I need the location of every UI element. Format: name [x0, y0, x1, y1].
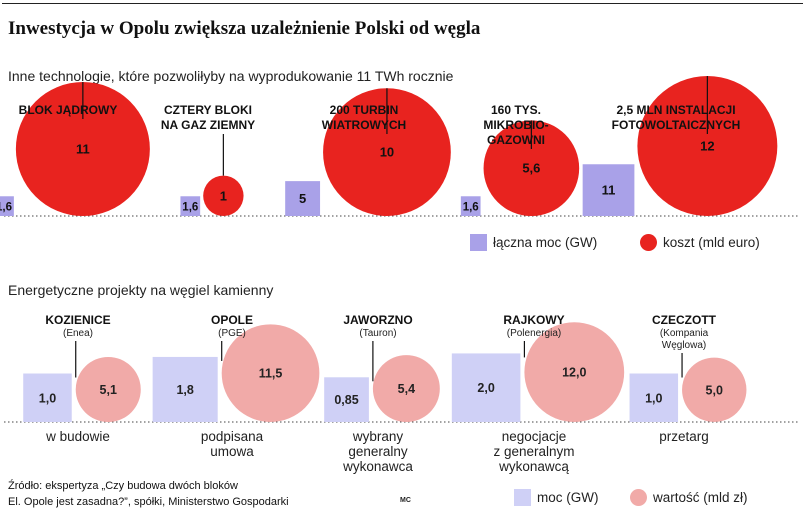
cost-label-1-4: 12: [700, 139, 714, 154]
legend-power1-label: łączna moc (GW): [493, 235, 598, 250]
power-label-1-4: 11: [602, 183, 616, 198]
project-company-2-0-0: (Enea): [63, 328, 93, 339]
power-square-2-4: [629, 373, 679, 422]
project-status-2-2-1: generalny: [348, 444, 408, 459]
category-label-1-3-2: GAZOWNI: [487, 133, 545, 147]
section2-heading: Energetyczne projekty na węgiel kamienny: [8, 282, 274, 298]
cost-label-1-0: 11: [76, 142, 90, 157]
section1-heading: Inne technologie, które pozwoliłyby na w…: [8, 68, 454, 84]
project-status-2-1-1: umowa: [210, 444, 254, 459]
power-square-1-3: [460, 196, 481, 216]
power-label-2-4: 1,0: [645, 391, 662, 405]
value-circle-2-0: [75, 356, 141, 422]
legend-power1-swatch: [470, 234, 487, 251]
power-square-1-2: [285, 181, 321, 216]
category-label-1-3-0: 160 TYS.: [491, 103, 541, 117]
category-label-1-4-0: 2,5 MLN INSTALACJI: [616, 103, 735, 117]
legend-value2: wartość (mld zł): [630, 489, 748, 506]
category-label-1-0-0: BLOK JĄDROWY: [19, 103, 118, 117]
power-label-2-1: 1,8: [176, 383, 193, 397]
project-status-2-3-2: wykonawcą: [498, 459, 569, 474]
project-company-2-1-0: (PGE): [218, 328, 246, 339]
chart-title: Inwestycja w Opolu zwiększa uzależnienie…: [8, 18, 481, 39]
legend-power2-swatch: [514, 489, 531, 506]
project-status-2-3-1: z generalnym: [493, 444, 574, 459]
project-status-2-3-0: negocjacje: [502, 429, 567, 444]
value-label-2-0: 5,1: [100, 383, 117, 397]
project-company-2-3-0: (Polenergia): [507, 328, 561, 339]
category-label-1-2-1: WIATROWYCH: [322, 118, 406, 132]
project-company-2-4-1: Węglowa): [662, 340, 706, 351]
project-status-2-2-2: wykonawca: [342, 459, 413, 474]
power-square-1-4: [582, 164, 635, 216]
project-name-2-4: CZECZOTT: [652, 313, 717, 327]
value-circle-2-1: [221, 324, 320, 423]
cost-label-1-3: 5,6: [522, 161, 540, 176]
legend-value2-label: wartość (mld zł): [653, 490, 748, 505]
legend-cost1-label: koszt (mld euro): [663, 235, 760, 250]
value-label-2-2: 5,4: [398, 382, 415, 396]
category-label-1-4-1: FOTOWOLTAICZNYCH: [612, 118, 741, 132]
legend-cost1: koszt (mld euro): [640, 234, 760, 251]
project-name-2-3: RAJKOWY: [503, 313, 564, 327]
cost-circle-1-2: [323, 88, 451, 216]
category-label-1-2-0: 200 TURBIN: [330, 103, 399, 117]
value-label-2-4: 5,0: [706, 383, 723, 397]
power-square-2-1: [152, 356, 218, 422]
value-label-2-3: 12,0: [562, 366, 586, 380]
power-square-2-0: [23, 373, 72, 422]
legend-power2-label: moc (GW): [537, 490, 599, 505]
source-line-2: El. Opole jest zasadna?”, spółki, Minist…: [8, 496, 289, 508]
cost-circle-1-1: [203, 175, 244, 216]
cost-circle-1-0: [15, 82, 150, 216]
project-status-2-1-0: podpisana: [201, 429, 264, 444]
value-circle-2-4: [682, 357, 747, 422]
power-square-1-1: [180, 196, 201, 216]
cost-circle-1-3: [483, 120, 580, 216]
project-name-2-1: OPOLE: [211, 313, 253, 327]
source-line-1: Źródło: ekspertyza „Czy budowa dwóch blo…: [8, 480, 238, 492]
project-name-2-0: KOZIENICE: [45, 313, 110, 327]
value-circle-2-2: [372, 355, 440, 422]
power-label-1-1: 1,6: [182, 202, 198, 214]
legend-value2-swatch: [630, 489, 647, 506]
power-label-2-2: 0,85: [334, 393, 358, 407]
power-square-2-3: [451, 353, 521, 422]
power-square-1-0: [0, 196, 14, 216]
power-label-1-3: 1,6: [463, 202, 479, 214]
value-label-2-1: 11,5: [259, 367, 283, 381]
project-company-2-4-0: (Kompania: [660, 328, 709, 339]
power-square-2-2: [324, 377, 369, 422]
power-label-2-3: 2,0: [477, 381, 494, 395]
project-status-2-0-0: w budowie: [45, 429, 110, 444]
category-label-1-1-1: NA GAZ ZIEMNY: [161, 118, 255, 132]
author-initials: MC: [400, 497, 411, 504]
cost-label-1-1: 1: [220, 188, 227, 203]
cost-label-1-2: 10: [380, 145, 394, 160]
power-label-2-0: 1,0: [39, 391, 56, 405]
project-status-2-2-0: wybrany: [352, 429, 404, 444]
power-label-1-2: 5: [299, 191, 306, 206]
project-name-2-2: JAWORZNO: [343, 313, 412, 327]
legend-power2: moc (GW): [514, 489, 599, 506]
category-label-1-1-0: CZTERY BLOKI: [164, 103, 252, 117]
legend-power1: łączna moc (GW): [470, 234, 597, 251]
project-company-2-2-0: (Tauron): [359, 328, 396, 339]
power-label-1-0: 1,6: [0, 202, 12, 214]
top-rule: [2, 3, 803, 4]
legend-cost1-swatch: [640, 234, 657, 251]
category-label-1-3-1: MIKROBIO-: [483, 118, 548, 132]
value-circle-2-3: [524, 322, 625, 422]
project-status-2-4-0: przetarg: [659, 429, 709, 444]
cost-circle-1-4: [637, 76, 778, 216]
